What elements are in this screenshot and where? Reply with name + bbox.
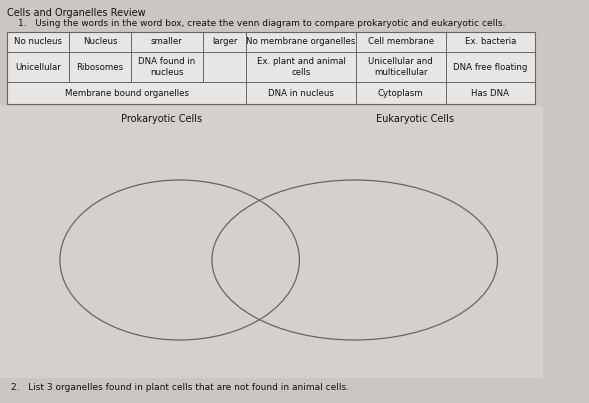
Text: Unicellular: Unicellular (15, 62, 61, 71)
Text: No nucleus: No nucleus (14, 37, 62, 46)
Text: DNA in nucleus: DNA in nucleus (268, 89, 334, 98)
Text: No membrane organelles: No membrane organelles (246, 37, 356, 46)
Text: 1.   Using the words in the word box, create the venn diagram to compare prokary: 1. Using the words in the word box, crea… (18, 19, 506, 28)
Bar (8, 32, 535, 104)
Text: DNA found in
nucleus: DNA found in nucleus (138, 57, 196, 77)
Text: DNA free floating: DNA free floating (453, 62, 528, 71)
Text: smaller: smaller (151, 37, 183, 46)
Text: Nucleus: Nucleus (82, 37, 117, 46)
Text: Ex. plant and animal
cells: Ex. plant and animal cells (257, 57, 346, 77)
Text: Cells and Organelles Review: Cells and Organelles Review (8, 8, 146, 18)
Text: Unicellular and
multicellular: Unicellular and multicellular (368, 57, 433, 77)
Text: Has DNA: Has DNA (471, 89, 509, 98)
Text: Cell membrane: Cell membrane (368, 37, 434, 46)
Text: larger: larger (212, 37, 237, 46)
Text: Ex. bacteria: Ex. bacteria (465, 37, 516, 46)
Text: 2.   List 3 organelles found in plant cells that are not found in animal cells.: 2. List 3 organelles found in plant cell… (11, 383, 349, 392)
Text: Eukaryotic Cells: Eukaryotic Cells (376, 114, 454, 124)
Text: Membrane bound organelles: Membrane bound organelles (65, 89, 189, 98)
Bar (0, 106, 542, 378)
Text: Cytoplasm: Cytoplasm (378, 89, 423, 98)
Text: Ribosomes: Ribosomes (77, 62, 124, 71)
Text: Prokaryotic Cells: Prokaryotic Cells (121, 114, 202, 124)
